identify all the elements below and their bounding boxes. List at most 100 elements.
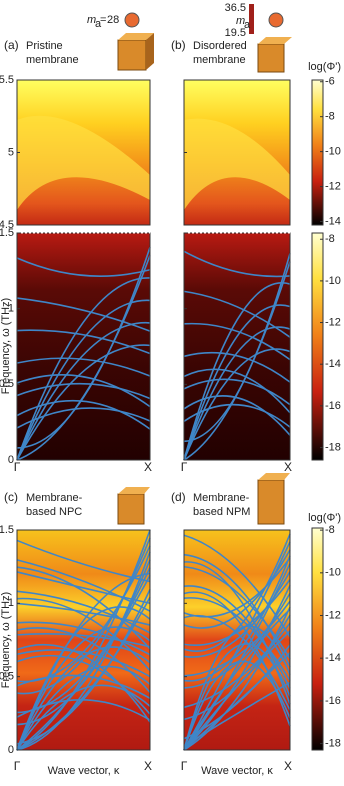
panel-title: Membrane-	[26, 492, 83, 504]
cube-icon	[118, 33, 154, 40]
mass-value: 28	[107, 14, 119, 26]
dispersion-curve	[16, 627, 151, 693]
mass-symbol: m	[87, 14, 96, 26]
dispersion-curve	[16, 322, 151, 461]
dispersion-curve	[16, 382, 151, 400]
dispersion-curve	[183, 585, 291, 689]
colorbar-tick-label: -12	[325, 180, 341, 192]
panel-title: Membrane-	[193, 492, 250, 504]
dispersion-curve	[183, 395, 291, 436]
x-tick-label: X	[284, 759, 292, 773]
dispersion-curve	[16, 699, 151, 721]
y-tick-label: 0	[8, 454, 14, 466]
x-tick-label: X	[144, 460, 152, 474]
dispersion-curve	[16, 602, 151, 626]
dispersion-curve	[183, 282, 291, 461]
panel-title: based NPC	[26, 506, 82, 518]
dispersion-curve	[16, 566, 151, 650]
colorbar-tick-label: -18	[325, 738, 341, 750]
dispersion-curve	[183, 592, 291, 689]
y-tick-label: 1	[8, 303, 14, 315]
dispersion-curve	[16, 649, 151, 678]
y-tick-label: 0.5	[0, 378, 14, 390]
colorbar-tick-label: -14	[325, 358, 341, 370]
cube-icon	[258, 37, 292, 44]
mass-eq: =	[100, 14, 106, 26]
x-tick-label: Γ	[181, 460, 188, 474]
dispersion-curve	[183, 250, 291, 278]
panel-letter: (d)	[171, 490, 186, 504]
dispersion-curve	[16, 633, 151, 648]
dispersion-curve	[16, 646, 151, 751]
x-axis-title: Wave vector, κ	[201, 765, 273, 777]
x-tick-label: Γ	[14, 460, 21, 474]
dispersion-curve	[183, 533, 291, 652]
colorbar-tick-label: -12	[325, 316, 341, 328]
y-tick-label: 0.5	[0, 671, 14, 683]
colorbar-tick-label: -8	[325, 524, 335, 536]
panel-frame	[183, 529, 291, 751]
y-axis-title: Frequency, ω (THz)	[0, 592, 12, 688]
dispersion-curve	[183, 351, 291, 383]
y-tick-label: 4.5	[0, 219, 14, 231]
dispersion-curve	[183, 304, 291, 461]
panel-letter: (c)	[4, 490, 18, 504]
cube-icons	[117, 4, 292, 525]
colorbar-label: log(Φ')	[308, 512, 341, 524]
x-tick-label: Γ	[181, 759, 188, 773]
panel-title: Pristine	[26, 40, 63, 52]
dispersion-curve	[16, 674, 151, 699]
dispersion-curve	[16, 299, 151, 461]
y-tick-label: 1.5	[0, 524, 14, 536]
dispersion-curve	[183, 563, 291, 751]
panel-letter: (b)	[171, 38, 186, 52]
dispersion-curve	[183, 541, 291, 751]
dispersion-curve	[183, 555, 291, 682]
dispersion-curve	[183, 600, 291, 677]
dispersion-curve	[183, 534, 291, 638]
colorbar	[311, 527, 324, 751]
dispersion-curve	[183, 403, 291, 428]
x-tick-label: X	[284, 460, 292, 474]
x-axis-title: Wave vector, κ	[48, 765, 120, 777]
dispersion-curve	[16, 357, 151, 377]
dispersion-curve	[16, 257, 151, 277]
cube-icon	[117, 39, 147, 71]
x-tick-label: Γ	[14, 759, 21, 773]
colorbar-tick-label: -8	[325, 111, 335, 123]
panel-frame	[16, 232, 151, 461]
dispersion-curve	[183, 585, 291, 751]
panel-frame	[16, 529, 151, 751]
dispersion-curve	[183, 326, 291, 461]
mass-symbol: m	[236, 15, 245, 27]
dispersion-curve	[16, 590, 151, 634]
x-tick-label: X	[144, 759, 152, 773]
panel-title: membrane	[26, 54, 79, 66]
dispersion-curve	[16, 297, 151, 332]
dispersion-curve	[16, 559, 151, 726]
cube-icon	[118, 487, 150, 494]
colorbar-tick-label: -6	[325, 76, 335, 88]
dispersion-curve	[183, 597, 291, 681]
colorbar	[311, 79, 324, 226]
dispersion-curve	[183, 565, 291, 660]
bright-band	[184, 118, 290, 210]
cube-icon	[257, 479, 285, 525]
y-tick-label: 1	[8, 597, 14, 609]
colorbar-tick-label: -16	[325, 400, 341, 412]
dispersion-curve	[16, 621, 151, 656]
dispersion-curve	[16, 665, 151, 751]
colorbar-label: log(Φ')	[308, 61, 341, 73]
dispersion-curve	[16, 329, 151, 355]
dispersion-curve	[183, 622, 291, 709]
dispersion-curve	[16, 374, 151, 408]
dispersion-curve	[183, 614, 291, 711]
colorbar-tick-label: -16	[325, 695, 341, 707]
dispersion-curve	[16, 551, 151, 751]
dispersion-curve	[183, 290, 291, 338]
y-tick-label: 1.5	[0, 227, 14, 239]
dispersion-curve	[183, 253, 291, 443]
dispersion-curve	[183, 571, 291, 658]
panel-title: membrane	[193, 54, 246, 66]
dispersion-curve	[183, 625, 291, 751]
